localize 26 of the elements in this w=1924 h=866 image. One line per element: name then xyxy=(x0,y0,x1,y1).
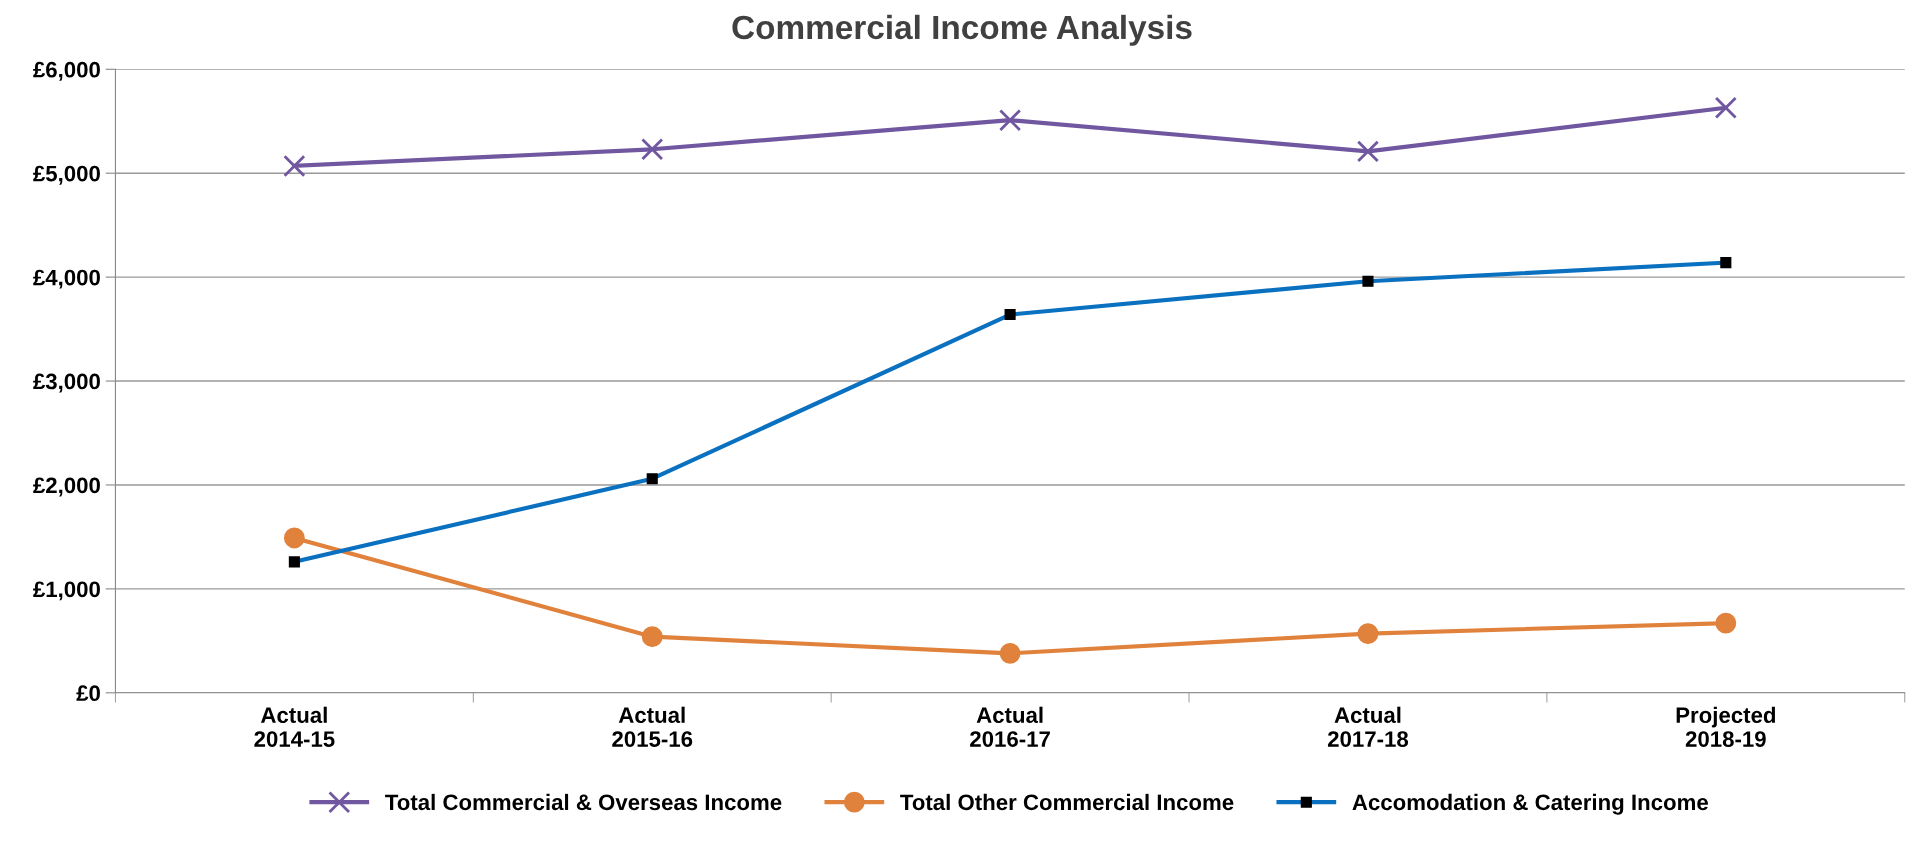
point xyxy=(1357,623,1379,644)
point xyxy=(641,138,664,161)
point xyxy=(283,154,306,178)
y-tick-label: £3,000 xyxy=(33,373,100,393)
x-tick-label: Actual 2017-18 xyxy=(1327,706,1409,747)
point xyxy=(998,109,1022,132)
legend-label: Total Commercial & Overseas Income xyxy=(385,793,782,811)
y-tick-label: £6,000 xyxy=(33,61,100,81)
chart-title: Commercial Income Analysis xyxy=(732,14,1192,46)
x-tick-label: Actual 2014-15 xyxy=(254,706,335,747)
point xyxy=(1715,612,1737,634)
point xyxy=(1714,96,1737,119)
point xyxy=(999,642,1021,664)
y-tick-label: £5,000 xyxy=(33,165,100,185)
y-tick-label: £2,000 xyxy=(33,477,100,497)
x-tick-label: Actual 2015-16 xyxy=(612,706,693,747)
y-tick-label: £4,000 xyxy=(33,269,100,289)
y-tick-label: £0 xyxy=(76,685,100,702)
y-tick-label: £1,000 xyxy=(33,581,100,601)
legend-label: Total Other Commercial Income xyxy=(900,793,1234,811)
x-tick-label: Projected 2018-19 xyxy=(1676,706,1775,747)
point xyxy=(1356,140,1380,163)
point xyxy=(641,626,663,648)
x-tick-label: Actual 2016-17 xyxy=(970,706,1050,747)
point xyxy=(283,527,305,549)
legend-label: Accomodation & Catering Income xyxy=(1352,793,1708,815)
